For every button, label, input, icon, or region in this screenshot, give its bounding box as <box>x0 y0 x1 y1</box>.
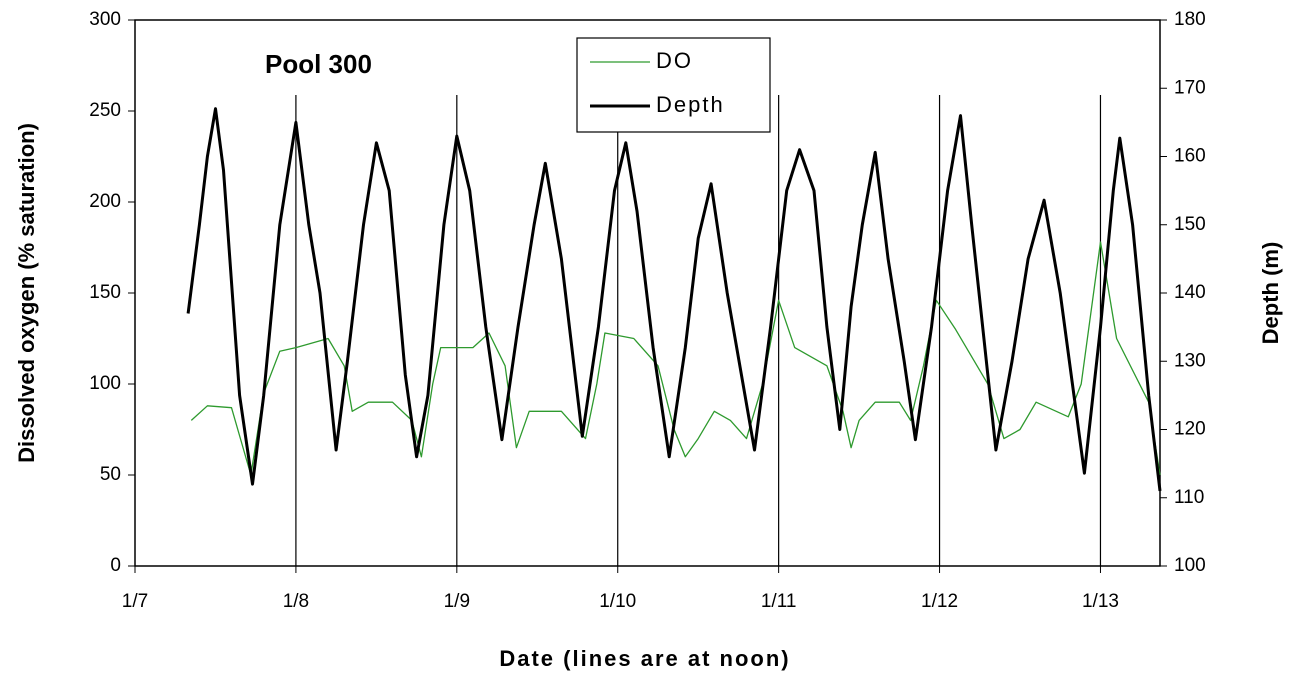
y2-tick-label: 140 <box>1174 282 1206 303</box>
y-tick-label: 150 <box>89 282 121 303</box>
x-tick-label: 1/7 <box>122 591 148 612</box>
y2-tick-label: 170 <box>1174 77 1206 98</box>
y2-tick-label: 150 <box>1174 214 1206 235</box>
y2-tick-label: 110 <box>1174 487 1204 508</box>
x-tick-label: 1/10 <box>599 591 636 612</box>
x-tick-label: 1/8 <box>283 591 309 612</box>
y-tick-label: 250 <box>89 100 121 121</box>
y2-tick-label: 180 <box>1174 9 1206 30</box>
y-tick-label: 100 <box>89 373 121 394</box>
y-tick-label: 200 <box>89 191 121 212</box>
legend <box>576 37 771 133</box>
y2-tick-label: 100 <box>1174 555 1206 576</box>
y2-tick-label: 120 <box>1174 419 1206 440</box>
x-axis-label: Date (lines are at noon) <box>499 646 790 671</box>
y-tick-label: 300 <box>89 9 121 30</box>
x-tick-label: 1/11 <box>761 591 797 612</box>
x-tick-label: 1/9 <box>444 591 470 612</box>
y-axis-label: Dissolved oxygen (% saturation) <box>14 123 39 463</box>
y2-axis-label: Depth (m) <box>1258 242 1283 345</box>
line-do <box>190 241 1161 476</box>
annotation: Pool 300 <box>265 49 372 79</box>
y2-tick-label: 160 <box>1174 146 1206 167</box>
y-tick-label: 50 <box>100 464 121 485</box>
x-tick-label: 1/13 <box>1082 591 1119 612</box>
legend-label: Depth <box>656 92 725 117</box>
legend-label: DO <box>656 48 693 73</box>
x-tick-label: 1/12 <box>921 591 958 612</box>
y-tick-label: 0 <box>110 555 121 576</box>
y2-tick-label: 130 <box>1174 350 1206 371</box>
line-depth <box>186 107 1162 492</box>
